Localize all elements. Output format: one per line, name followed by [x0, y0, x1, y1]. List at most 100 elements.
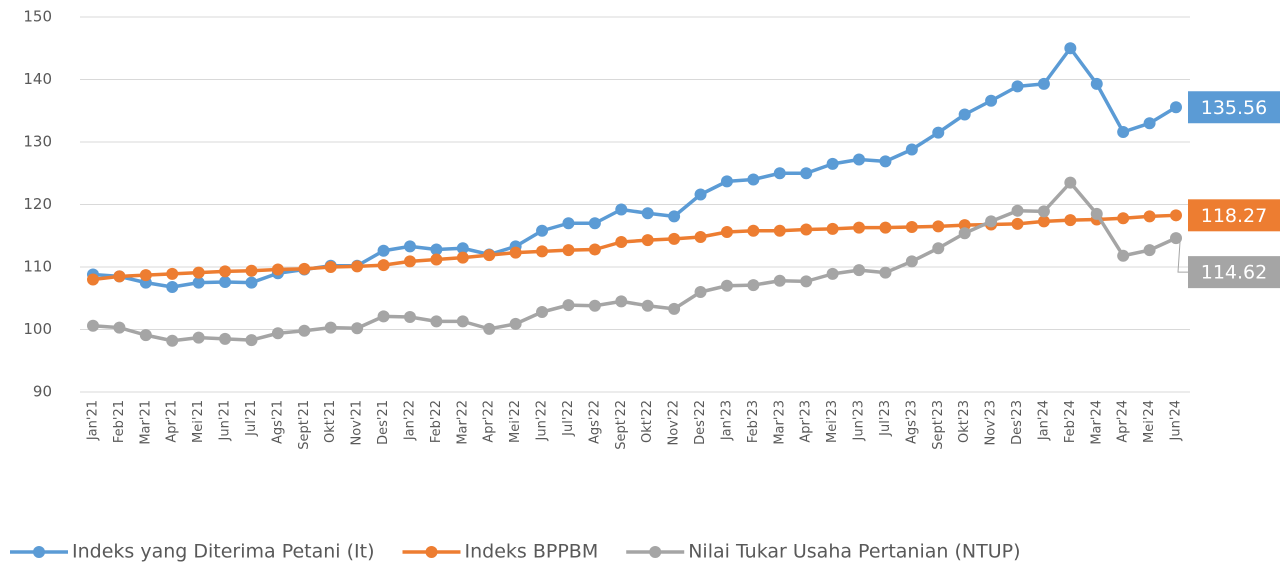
x-tick-label: Feb'24 [1063, 400, 1078, 443]
data-point [615, 295, 628, 308]
data-point [483, 322, 496, 335]
data-point [1170, 209, 1182, 222]
data-point [456, 315, 469, 328]
data-point [1064, 176, 1077, 189]
data-point [853, 264, 866, 277]
x-tick-label: Des'23 [1010, 400, 1025, 445]
data-point [720, 226, 733, 238]
data-point [1117, 126, 1130, 138]
x-tick-label: Nov'21 [350, 400, 365, 446]
x-tick-label: Nov'23 [984, 400, 999, 446]
legend-item: Nilai Tukar Usaha Pertanian (NTUP) [626, 541, 1020, 563]
x-tick-label: Sept'21 [297, 400, 312, 450]
data-point [166, 267, 179, 280]
data-point [562, 217, 575, 230]
x-tick-label: Jan'22 [402, 400, 417, 441]
data-point [403, 240, 416, 253]
x-tick-label: Jan'23 [719, 400, 734, 441]
x-tick-label: Mei'21 [191, 400, 206, 443]
data-point [879, 221, 892, 234]
data-point [668, 232, 681, 245]
data-point [879, 266, 892, 279]
x-tick-label: Feb'21 [112, 400, 127, 443]
data-point [562, 299, 575, 312]
data-point [1143, 117, 1156, 130]
end-label-box [1188, 199, 1280, 232]
data-point [773, 167, 786, 180]
data-point [509, 317, 522, 330]
x-tick-label: Sept'22 [614, 400, 629, 450]
data-point [1037, 77, 1050, 90]
data-point [641, 299, 654, 312]
data-point [615, 203, 628, 216]
data-point [192, 331, 205, 344]
legend-item: Indeks yang Diterima Petani (It) [10, 541, 375, 563]
x-tick-label: Jul'22 [561, 400, 576, 437]
data-point [1011, 204, 1024, 217]
data-point [271, 263, 284, 276]
data-point [351, 322, 364, 335]
data-point [245, 334, 258, 347]
data-point [377, 259, 390, 272]
data-point [377, 244, 390, 257]
data-point [932, 220, 945, 233]
data-point [430, 243, 443, 256]
data-point [219, 332, 232, 345]
data-point [694, 286, 707, 298]
data-point [113, 321, 126, 334]
end-label: 135.56 [1201, 97, 1267, 119]
data-point [456, 251, 469, 264]
data-point [958, 108, 971, 121]
data-point [985, 94, 998, 107]
x-tick-label: Ags'22 [587, 400, 602, 444]
x-tick-label: Feb'23 [746, 400, 761, 443]
data-point [853, 153, 866, 166]
data-point [879, 155, 892, 168]
data-point [1011, 80, 1024, 93]
y-tick-label: 120 [23, 195, 52, 213]
data-point [430, 253, 443, 266]
data-point [536, 224, 549, 237]
x-tick-label: Ags'23 [904, 400, 919, 444]
legend-item: Indeks BPPBM [402, 541, 598, 563]
data-point [747, 224, 760, 237]
y-tick-label: 90 [33, 383, 52, 401]
x-tick-label: Apr'21 [165, 400, 180, 443]
data-point [588, 217, 601, 230]
x-tick-label: Des'21 [376, 400, 391, 445]
data-point [192, 266, 205, 279]
data-point [271, 327, 284, 340]
data-point [747, 279, 760, 292]
data-point [1011, 217, 1024, 230]
x-tick-label: Jul'21 [244, 400, 259, 437]
data-point [826, 157, 839, 170]
data-point [166, 281, 179, 293]
data-point [853, 221, 866, 234]
x-tick-label: Jan'24 [1036, 400, 1051, 441]
data-point [245, 276, 258, 289]
y-tick-label: 100 [23, 320, 52, 338]
data-point [562, 244, 575, 257]
end-label: 118.27 [1201, 205, 1267, 227]
data-point [800, 167, 813, 180]
data-point [985, 215, 998, 228]
x-tick-label: Ags'21 [270, 400, 285, 444]
data-point [1170, 232, 1182, 245]
x-tick-label: Jun'23 [852, 400, 867, 441]
data-point [1143, 244, 1156, 257]
x-tick-label: Jun'21 [218, 400, 233, 441]
data-point [509, 246, 522, 259]
x-tick-label: Mar'21 [138, 400, 153, 445]
y-tick-label: 130 [23, 133, 52, 151]
data-point [668, 210, 681, 223]
x-tick-label: Mei'23 [825, 400, 840, 443]
data-point [720, 279, 733, 292]
data-point [932, 126, 945, 139]
legend-marker [649, 546, 662, 558]
data-point [668, 302, 681, 315]
data-point [1037, 205, 1050, 218]
data-point [588, 299, 601, 312]
data-point [536, 306, 549, 318]
data-point [324, 261, 337, 273]
data-point [720, 175, 733, 188]
